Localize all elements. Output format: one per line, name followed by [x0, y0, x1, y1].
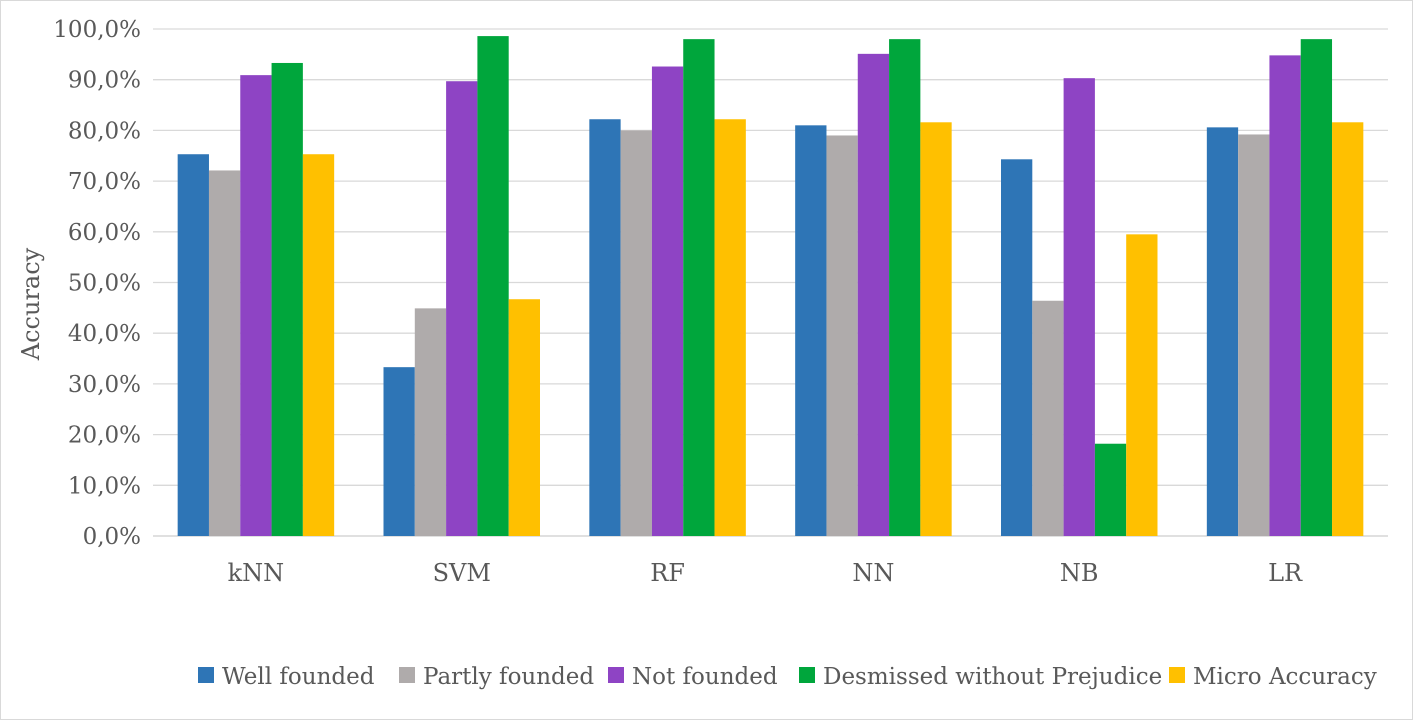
legend-swatch — [799, 667, 815, 683]
bar-knn-desmissed-without-prejudice — [271, 62, 303, 537]
x-category-label: NB — [1060, 559, 1099, 587]
legend-label: Micro Accuracy — [1193, 664, 1377, 690]
bar-knn-partly-founded — [208, 170, 241, 536]
x-category-label: RF — [650, 559, 685, 587]
legend-swatch — [1169, 667, 1185, 683]
bar-svm-well-founded — [383, 367, 415, 536]
y-tick-label: 90,0% — [68, 68, 141, 94]
legend-label: Not founded — [632, 664, 778, 690]
bar-rf-not-founded — [651, 66, 684, 536]
bars — [177, 36, 1364, 537]
x-category-label: kNN — [228, 559, 285, 587]
bar-svm-desmissed-without-prejudice — [477, 36, 509, 537]
bar-knn-well-founded — [177, 154, 209, 536]
y-tick-label: 0,0% — [83, 524, 141, 550]
bar-rf-well-founded — [589, 119, 621, 536]
y-axis-title: Accuracy — [17, 247, 45, 361]
y-tick-label: 10,0% — [68, 473, 141, 499]
legend: Well founded Partly founded Not founded Des… — [198, 664, 1377, 690]
bar-nb-partly-founded — [1032, 300, 1064, 536]
bar-svm-micro-accuracy — [508, 299, 540, 536]
bar-nb-not-founded — [1063, 78, 1095, 536]
bar-rf-desmissed-without-prejudice — [683, 39, 715, 536]
bar-nn-micro-accuracy — [920, 122, 952, 537]
bar-lr-micro-accuracy — [1332, 122, 1364, 537]
bar-lr-desmissed-without-prejudice — [1300, 39, 1333, 536]
y-axis-ticks: 0,0% 10,0% 20,0% 30,0% 40,0% 50,0% 60,0% 70,0% 8… — [53, 17, 141, 550]
y-tick-label: 40,0% — [68, 321, 141, 347]
bar-nn-desmissed-without-prejudice — [889, 39, 921, 536]
bar-nb-well-founded — [1001, 159, 1033, 536]
bar-knn-not-founded — [240, 75, 272, 537]
x-category-label: LR — [1268, 559, 1303, 587]
legend-label: Desmissed without Prejudice — [823, 664, 1162, 690]
y-tick-label: 20,0% — [68, 423, 141, 449]
y-tick-label: 100,0% — [53, 17, 141, 43]
y-tick-label: 80,0% — [68, 118, 141, 144]
bar-nn-partly-founded — [826, 135, 858, 536]
bar-lr-partly-founded — [1238, 134, 1270, 536]
bar-nb-micro-accuracy — [1126, 234, 1158, 536]
bar-nb-desmissed-without-prejudice — [1094, 443, 1127, 536]
bar-nn-not-founded — [857, 53, 890, 537]
x-axis-categories: kNN SVM RF NN NB LR — [228, 559, 1303, 587]
bar-lr-not-founded — [1269, 55, 1301, 536]
x-category-label: NN — [852, 559, 894, 587]
bar-svm-not-founded — [446, 81, 478, 536]
x-category-label: SVM — [433, 559, 491, 587]
bar-lr-well-founded — [1206, 127, 1239, 536]
bar-knn-micro-accuracy — [302, 154, 335, 536]
bar-nn-well-founded — [795, 125, 827, 536]
gridlines — [153, 28, 1388, 537]
legend-label: Partly founded — [423, 664, 594, 690]
bar-rf-micro-accuracy — [714, 119, 746, 536]
y-tick-label: 60,0% — [68, 220, 141, 246]
legend-swatch — [608, 667, 624, 683]
legend-label: Well founded — [222, 664, 375, 690]
bar-rf-partly-founded — [620, 130, 652, 536]
y-tick-label: 30,0% — [68, 372, 141, 398]
legend-swatch — [399, 667, 415, 683]
y-tick-label: 70,0% — [68, 169, 141, 195]
y-tick-label: 50,0% — [68, 271, 141, 297]
legend-swatch — [198, 667, 214, 683]
bar-svm-partly-founded — [414, 308, 447, 536]
